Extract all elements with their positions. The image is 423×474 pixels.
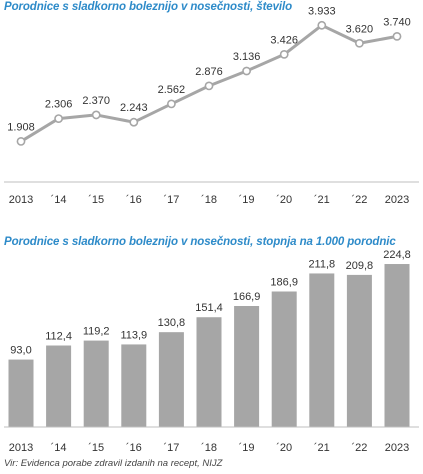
bar [271,291,297,427]
bar-chart-x-tick-label: ´19 [239,442,255,454]
line-chart-title: Porodnice s sladkorno boleznijo v nosečn… [4,1,293,13]
bar-chart-x-tick-label: ´14 [51,442,67,454]
line-chart-x-tick-label: ´21 [314,194,330,206]
line-point-label: 1.908 [7,121,35,133]
line-point [204,81,214,91]
line-point-label: 2.562 [158,84,186,96]
bar-value-label: 151,4 [195,302,223,314]
bar-chart: 93,0 112,4 119,2 113,9 130,8 151,4 166,9 186,9 2… [4,249,419,454]
line-chart-x-tick-label: ´19 [239,194,255,206]
bar-chart-x-tick-label: ´16 [126,442,142,454]
line-chart-x-tick-label: ´22 [351,194,367,206]
line-chart-x-tick-label: ´16 [126,194,142,206]
line-point [91,110,101,120]
bar-chart-x-tick-label: 2023 [385,442,409,454]
bar [196,317,222,427]
line-point-label: 2.370 [82,95,110,107]
bar-value-label: 211,8 [308,258,335,270]
line-point-label: 3.740 [383,16,411,28]
bar [121,344,147,427]
line-point-label: 2.306 [45,99,73,111]
bar-chart-x-tick-label: ´22 [351,442,367,454]
bar-value-label: 209,8 [346,260,374,272]
bar [83,340,109,427]
bar-chart-x-tick-label: ´20 [276,442,292,454]
line-point [129,117,139,127]
source-note: Vir: Evidenca porabe zdravil izdanih na … [4,458,223,469]
line-point [279,49,289,59]
line-chart: 2013 ´14 ´15 ´16 ´17 ´18 ´19 ´20 ´21 ´22 2023 1.908… [4,5,419,206]
line-chart-x-tick-label: 2013 [9,194,33,206]
line-chart-x-tick-label: ´20 [276,194,292,206]
bar-value-label: 119,2 [83,326,110,338]
bar-value-label: 93,0 [10,345,31,357]
line-point-label: 3.426 [270,34,298,46]
bar [234,305,260,427]
bar-value-label: 186,9 [270,276,298,288]
bar [46,345,72,427]
line-point-label: 3.620 [346,23,374,35]
bar-chart-x-tick-label: ´17 [163,442,179,454]
bar-chart-x-tick-label: ´21 [314,442,330,454]
line-chart-x-tick-label: ´15 [88,194,104,206]
bar-value-label: 166,9 [233,291,261,303]
line-point [392,31,402,41]
line-chart-x-tick-label: 2023 [385,194,409,206]
line-point [166,99,176,109]
bar [384,264,410,427]
line-point [354,38,364,48]
bar-value-label: 130,8 [158,317,186,329]
bar-chart-title: Porodnice s sladkorno boleznijo v nosečn… [4,236,396,248]
line-point [317,20,327,30]
bar-value-label: 224,8 [383,249,411,261]
line-point [242,66,251,76]
bar [8,359,34,427]
bar-chart-x-tick-label: ´15 [88,442,104,454]
line-point-label: 2.876 [195,66,223,78]
line-chart-x-tick-label: ´17 [163,194,179,206]
line-point-label: 2.243 [120,102,148,114]
bar-chart-x-tick-label: ´18 [201,442,217,454]
line-point-label: 3.933 [308,5,336,17]
bar [346,274,372,427]
bar-value-label: 112,4 [45,331,72,343]
line-chart-x-tick-label: ´14 [51,194,67,206]
bar [158,332,184,427]
line-point-label: 3.136 [233,51,261,63]
line-chart-x-tick-label: ´18 [201,194,217,206]
bar-value-label: 113,9 [120,329,147,341]
line-point [16,137,26,146]
bar-chart-x-tick-label: 2013 [9,442,33,454]
line-point [54,114,63,123]
bar [309,273,335,427]
